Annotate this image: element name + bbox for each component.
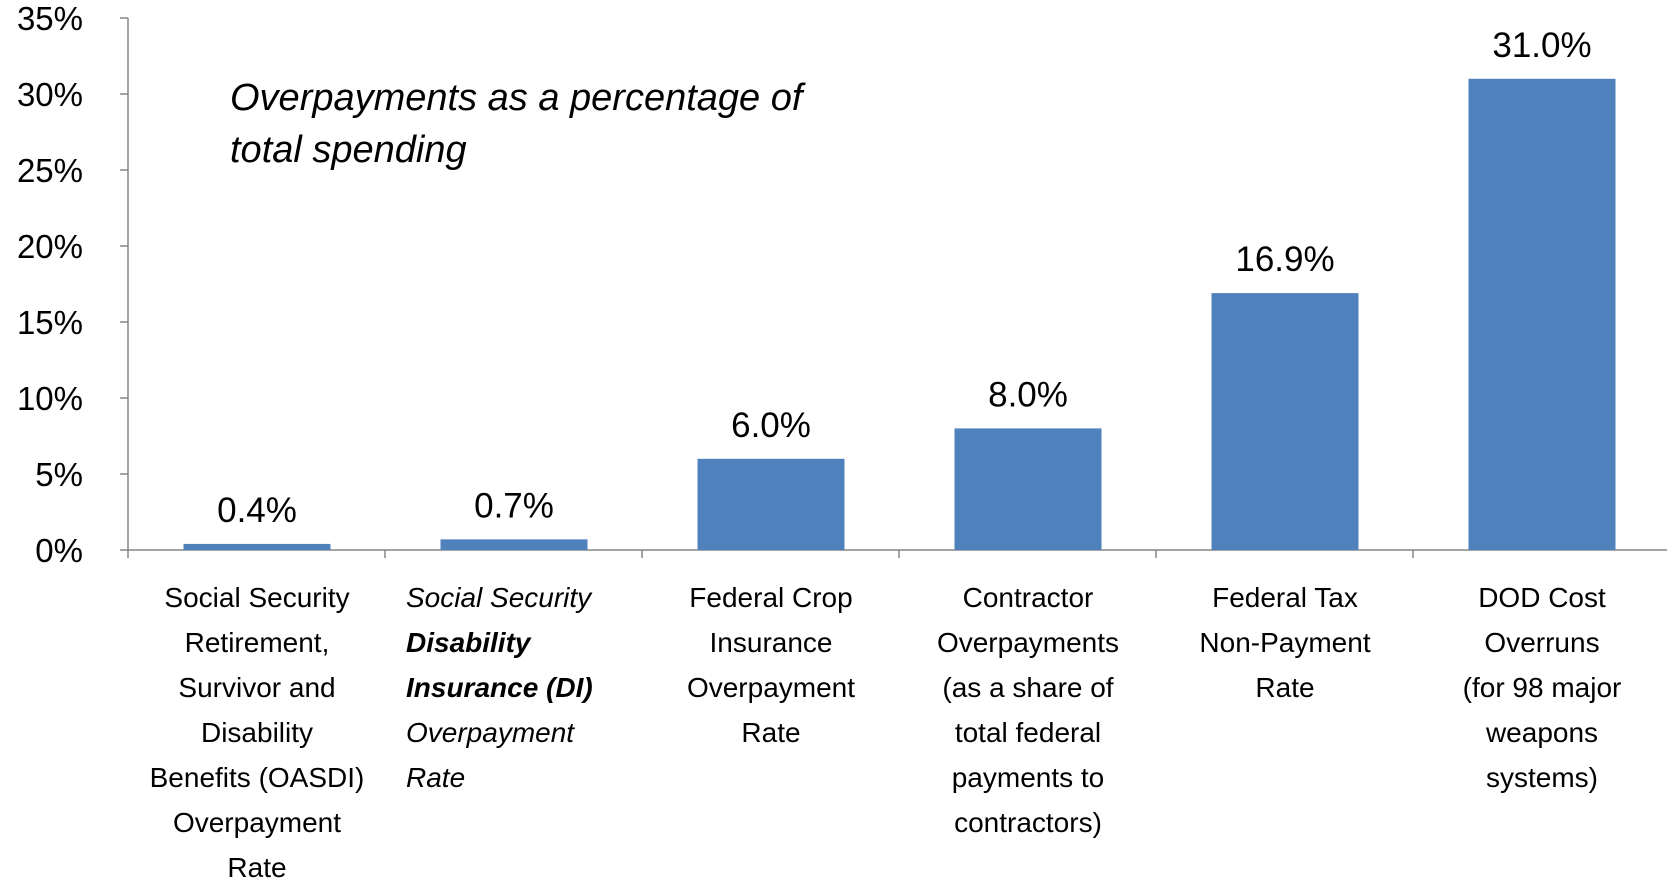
data-label: 8.0%	[988, 375, 1068, 414]
bar	[183, 543, 331, 550]
x-category-label-line: Federal Tax	[1212, 582, 1358, 613]
x-category-label-line: Insurance (DI)	[406, 672, 593, 703]
x-category-label-line: Overpayment	[173, 807, 341, 838]
bar	[1211, 293, 1359, 550]
x-category-label-line: Overpayment	[687, 672, 855, 703]
x-category-label-line: (as a share of	[942, 672, 1113, 703]
y-tick-label: 10%	[17, 380, 83, 417]
data-label: 6.0%	[731, 406, 811, 445]
x-category-label-line: Social Security	[164, 582, 349, 613]
data-labels: 0.4% 0.7% 6.0% 8.0% 16.9% 31.0%	[217, 26, 1592, 530]
x-category-label-line: Overruns	[1484, 627, 1599, 658]
y-tick-label: 15%	[17, 304, 83, 341]
bar	[697, 458, 845, 550]
bar	[954, 428, 1102, 550]
x-category-label-line: Insurance	[710, 627, 833, 658]
x-category-label: Social Security Disability Insurance (DI) O…	[406, 582, 593, 793]
x-category-label-line: Social Security	[406, 582, 593, 613]
category-labels: Social Security Retirement, Survivor and Di…	[150, 582, 1622, 883]
x-category-label: Federal Crop Insurance Overpayment Rate	[687, 582, 855, 748]
x-category-label-line: weapons	[1485, 717, 1598, 748]
x-category-label-line: Benefits (OASDI)	[150, 762, 365, 793]
x-category-label-line: (for 98 major	[1463, 672, 1622, 703]
x-axis	[127, 549, 1667, 558]
x-category-label: Contractor Overpayments (as a share of tota…	[937, 582, 1119, 838]
chart-annotation: Overpayments as a percentage of total sp…	[230, 77, 803, 171]
bar	[1468, 78, 1616, 551]
x-category-label-line: total federal	[955, 717, 1101, 748]
x-category-label-line: payments to	[952, 762, 1105, 793]
x-category-label-line: Rate	[1255, 672, 1314, 703]
x-category-label: Federal Tax Non-Payment Rate	[1199, 582, 1370, 703]
y-tick-label: 30%	[17, 76, 83, 113]
y-tick-label: 0%	[35, 532, 83, 569]
x-category-label-line: Overpayment	[406, 717, 575, 748]
y-axis: 0% 5% 10% 15% 20% 25% 30% 35%	[17, 0, 129, 569]
y-tick-label: 35%	[17, 0, 83, 37]
x-category-label-line: Survivor and	[178, 672, 335, 703]
x-category-label-line: Disability	[406, 627, 532, 658]
data-label: 0.7%	[474, 486, 554, 525]
data-label: 16.9%	[1235, 240, 1334, 279]
x-category-label-line: Contractor	[963, 582, 1094, 613]
y-tick-label: 25%	[17, 152, 83, 189]
data-label: 0.4%	[217, 491, 297, 530]
x-category-label-line: Rate	[741, 717, 800, 748]
x-category-label-line: Federal Crop	[689, 582, 852, 613]
x-category-label-line: Retirement,	[185, 627, 330, 658]
x-category-label-line: Rate	[406, 762, 465, 793]
data-label: 31.0%	[1492, 26, 1591, 65]
x-category-label-line: Overpayments	[937, 627, 1119, 658]
y-tick-label: 20%	[17, 228, 83, 265]
bar	[440, 539, 588, 550]
x-category-label-line: systems)	[1486, 762, 1598, 793]
x-category-label: DOD Cost Overruns (for 98 major weapons syst…	[1463, 582, 1622, 793]
y-tick-label: 5%	[35, 456, 83, 493]
x-category-label-line: contractors)	[954, 807, 1102, 838]
x-category-label-line: Rate	[227, 852, 286, 883]
x-category-label-line: DOD Cost	[1478, 582, 1606, 613]
bars	[183, 78, 1616, 551]
x-category-label-line: Non-Payment	[1199, 627, 1370, 658]
x-category-label: Social Security Retirement, Survivor and Di…	[150, 582, 365, 883]
x-category-label-line: Disability	[201, 717, 313, 748]
